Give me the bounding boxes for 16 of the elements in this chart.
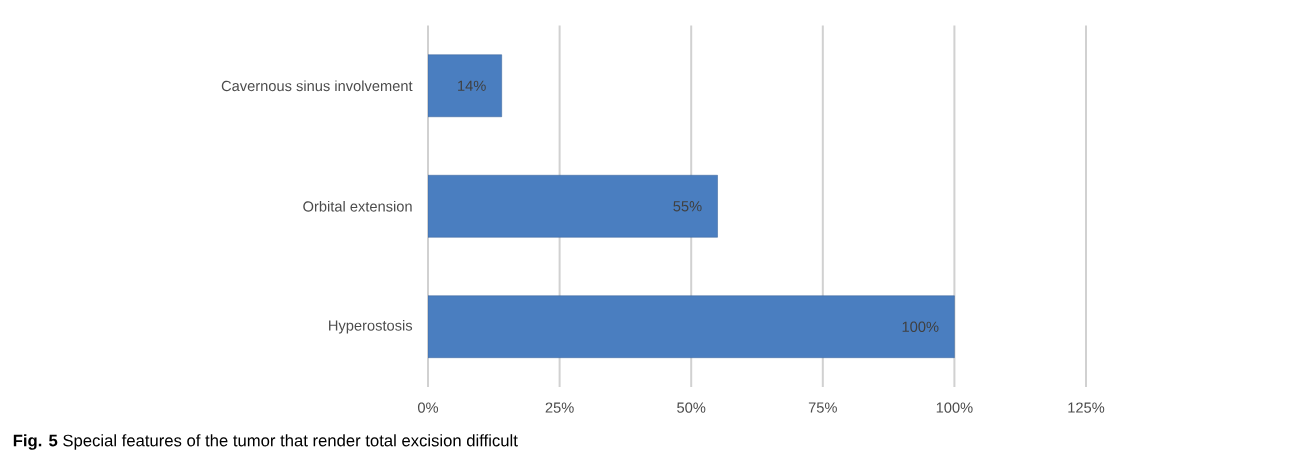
data-label: 14% (458, 80, 486, 91)
x-tick-label: 75% (808, 402, 837, 413)
y-tick-label: Cavernous sinus involvement (221, 80, 413, 92)
data-label: 100% (902, 321, 939, 332)
x-tick-label: 125% (1068, 402, 1105, 413)
x-tick-label: 50% (677, 402, 706, 413)
x-tick-label: 25% (545, 402, 574, 413)
data-label: 55% (673, 201, 702, 212)
bar (428, 54, 502, 118)
bar (428, 295, 955, 359)
x-tick-label: 0% (417, 402, 439, 413)
y-tick-label: Orbital extension (303, 200, 412, 212)
y-tick-label: Hyperostosis (329, 319, 413, 334)
bar (428, 174, 718, 238)
text: Fig. 5 Special features of the tumor that render total excision difficult (13, 434, 518, 450)
x-tick-label: 100% (936, 402, 973, 413)
